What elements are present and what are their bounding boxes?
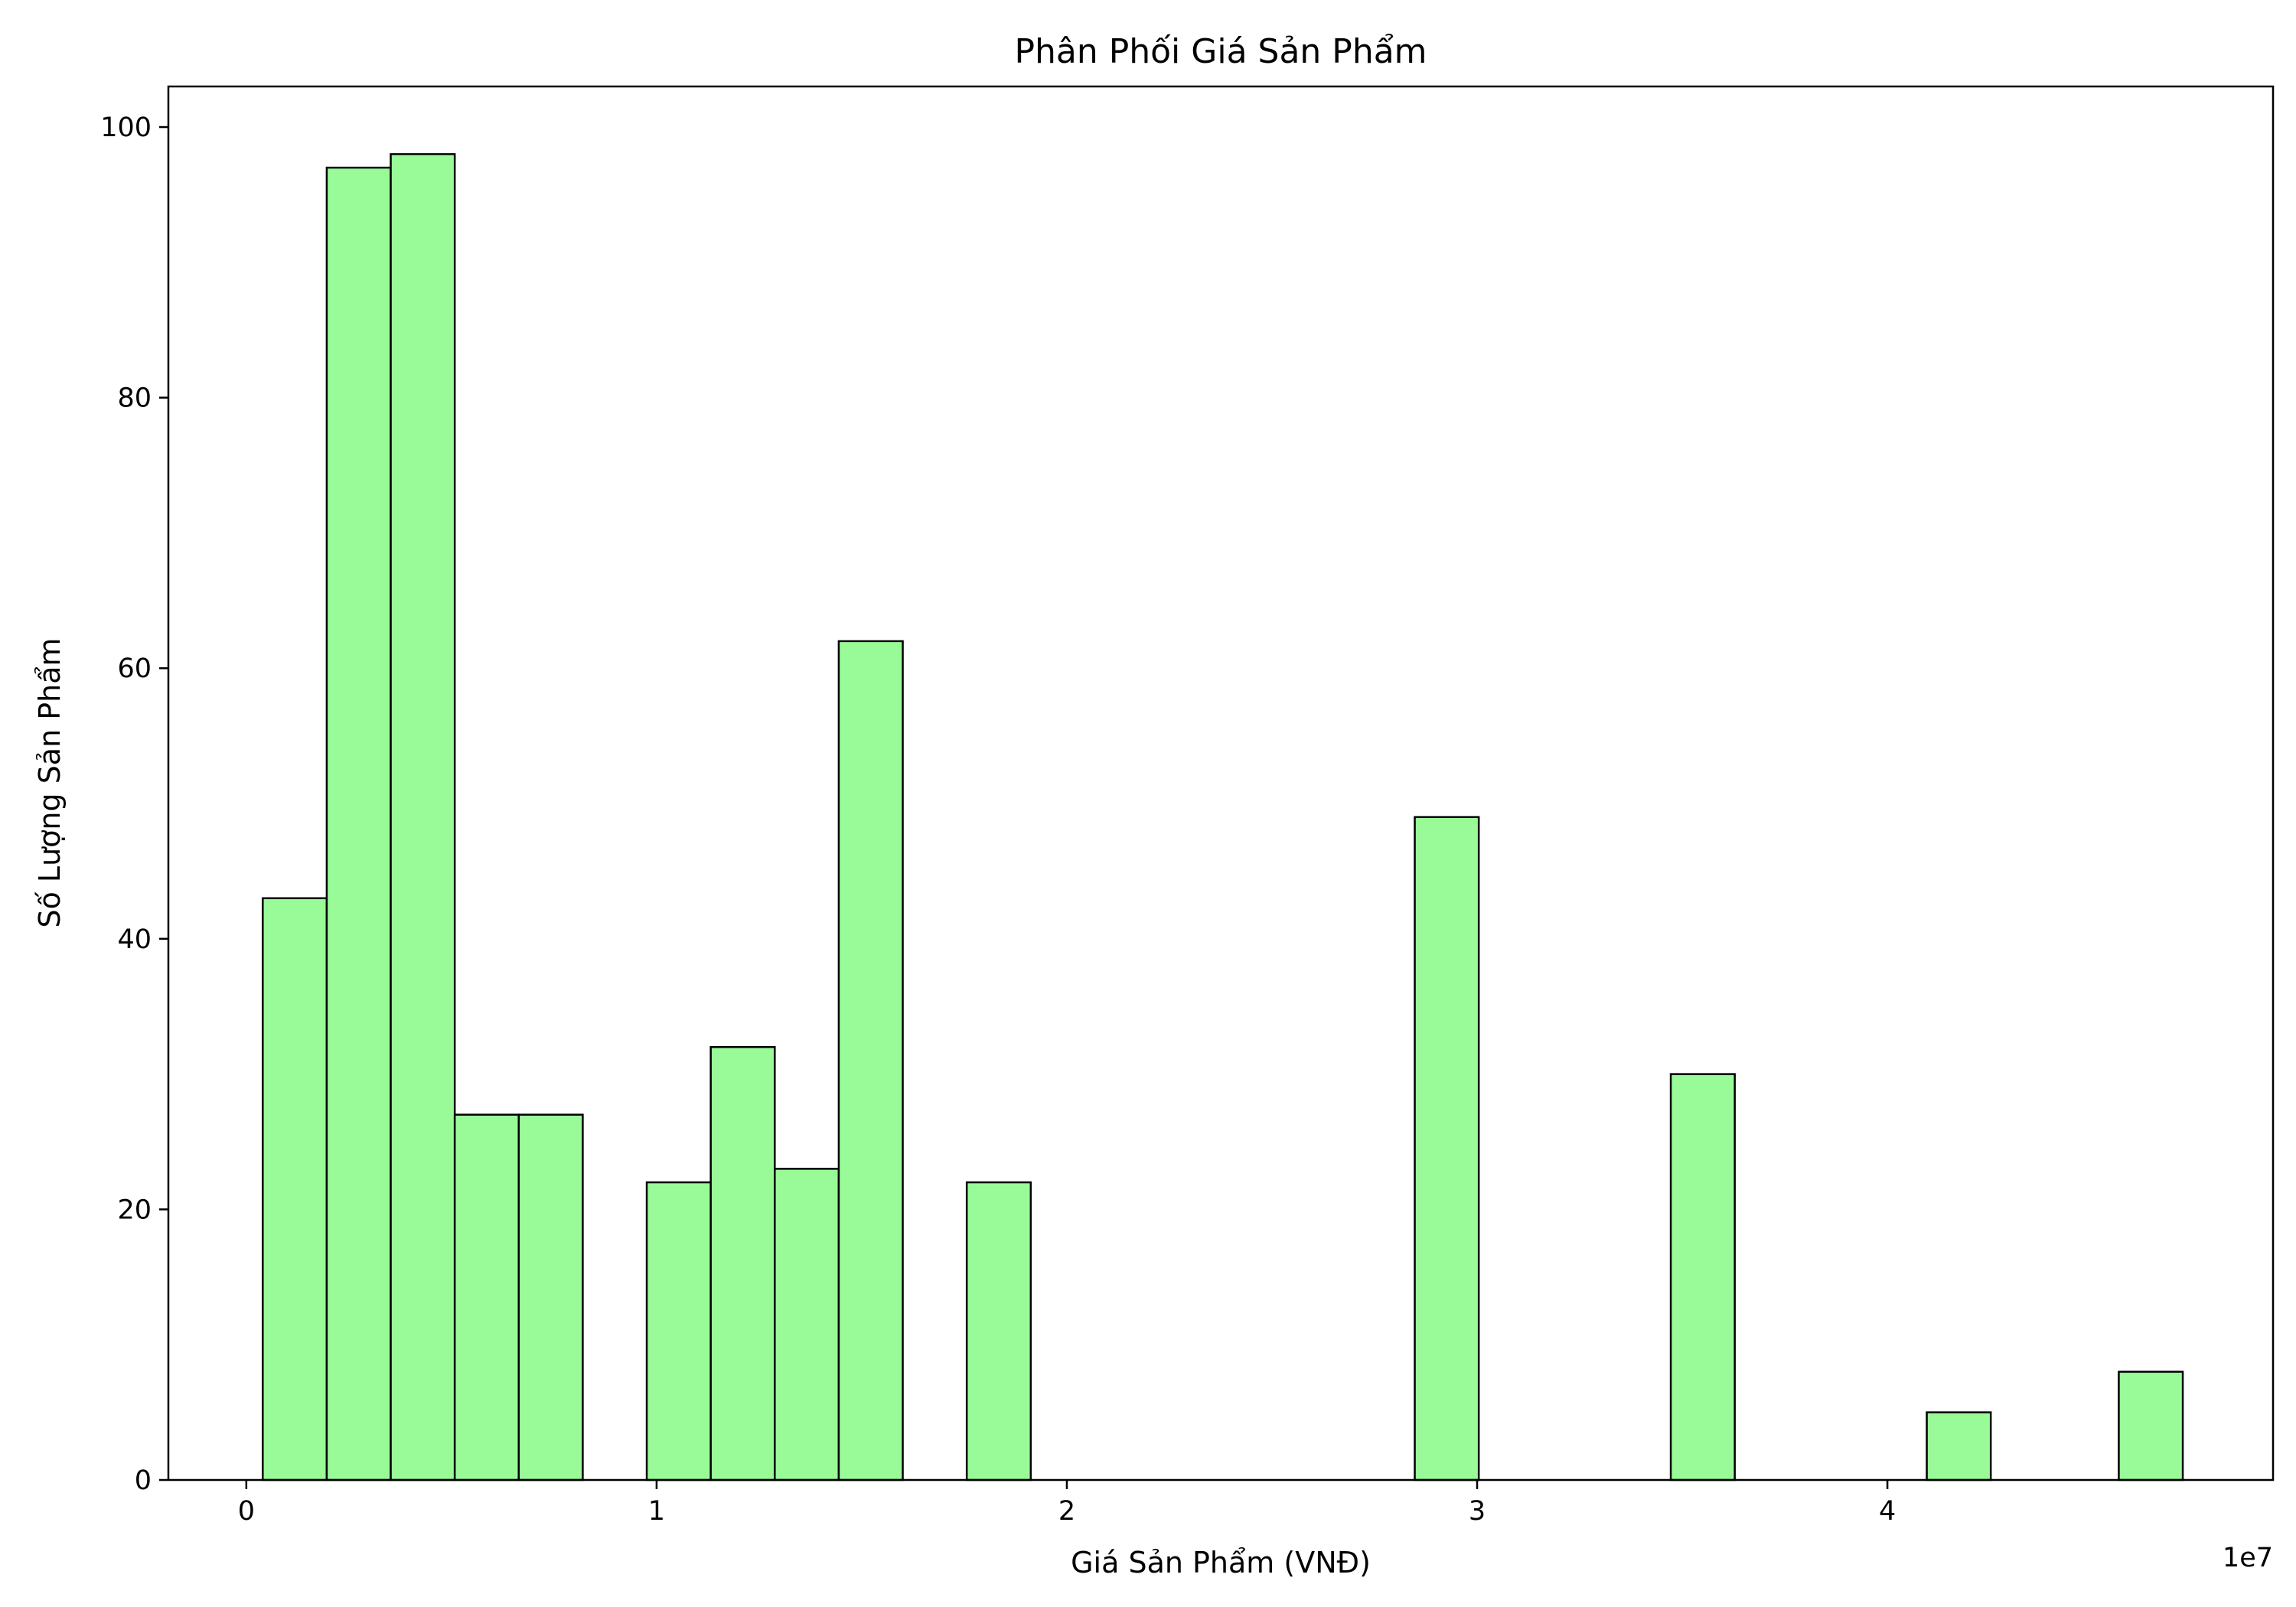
x-tick-label: 3	[1469, 1496, 1486, 1527]
bars-group	[262, 153, 2184, 1482]
plot-frame	[167, 85, 2275, 1482]
histogram-bar	[390, 153, 456, 1482]
x-axis-offset-label: 1e7	[2223, 1543, 2273, 1573]
x-tick-label: 1	[648, 1496, 665, 1527]
x-axis-ticks: 0 1 2 3 4	[238, 1480, 1896, 1527]
y-axis-label: Số Lượng Sản Phẩm	[33, 637, 67, 927]
histogram-bar	[262, 897, 328, 1482]
x-tick-label: 0	[238, 1496, 255, 1527]
histogram-bar	[965, 1181, 1032, 1482]
histogram-bar	[1669, 1073, 1736, 1482]
histogram-bar	[1926, 1411, 1992, 1482]
y-axis-ticks: 0 20 40 60 80 100	[100, 112, 168, 1496]
histogram-bar	[774, 1168, 840, 1482]
histogram-bar	[517, 1113, 584, 1482]
y-tick-label: 80	[117, 383, 152, 414]
x-tick-label: 2	[1058, 1496, 1075, 1527]
x-tick-label: 4	[1879, 1496, 1896, 1527]
y-tick-label: 20	[117, 1195, 152, 1225]
histogram-bar	[2118, 1371, 2184, 1482]
y-tick-label: 40	[117, 924, 152, 955]
y-tick-label: 0	[135, 1465, 152, 1496]
histogram-bar	[709, 1046, 776, 1482]
histogram-bar	[837, 640, 904, 1482]
histogram-bar	[325, 166, 392, 1482]
chart-title: Phân Phối Giá Sản Phẩm	[1014, 32, 1427, 71]
histogram-bar	[645, 1181, 712, 1482]
y-tick-label: 60	[117, 654, 152, 684]
histogram-bar	[453, 1113, 520, 1482]
x-axis-label: Giá Sản Phẩm (VNĐ)	[1071, 1546, 1371, 1579]
y-tick-label: 100	[100, 112, 152, 143]
histogram-bar	[1414, 816, 1480, 1482]
